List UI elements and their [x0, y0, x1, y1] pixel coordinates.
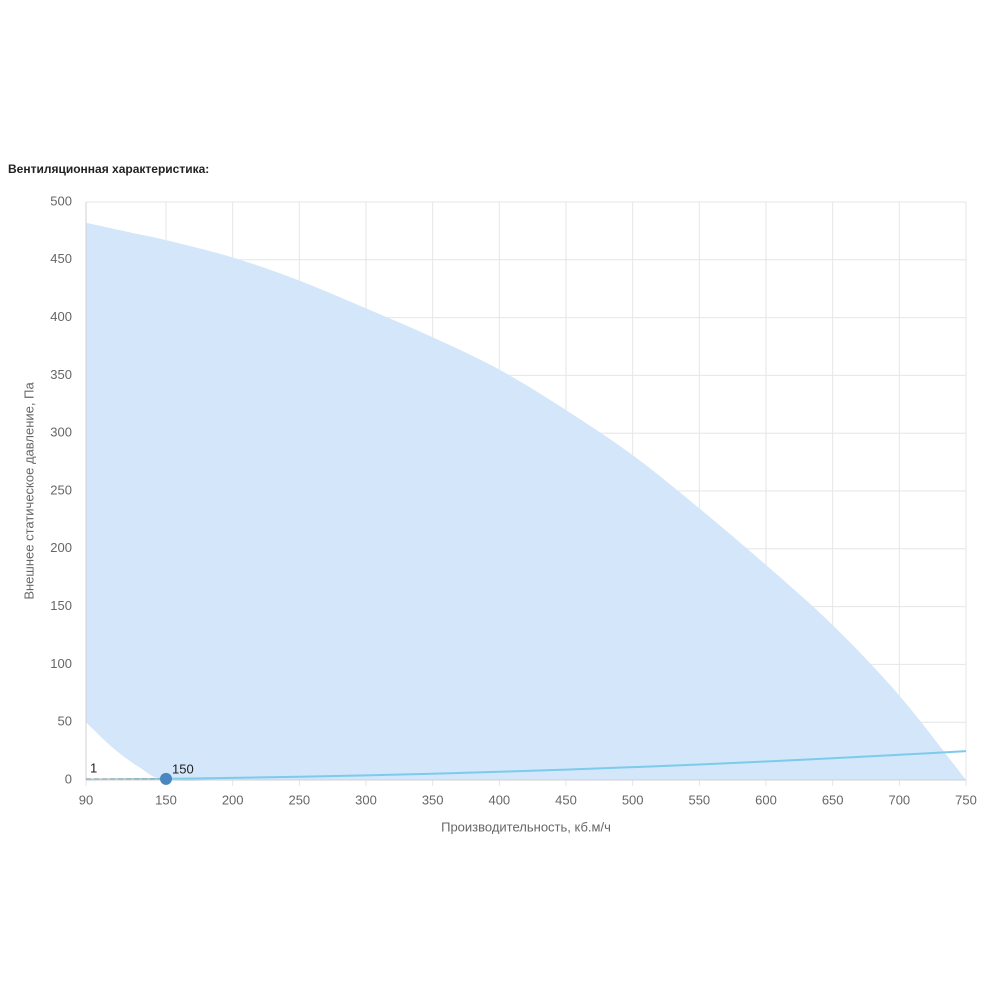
- y-tick-label: 450: [50, 251, 72, 266]
- y-tick-label: 250: [50, 482, 72, 497]
- point-y-label: 1: [90, 760, 97, 775]
- x-tick-label: 600: [755, 792, 777, 807]
- x-tick-label: 200: [222, 792, 244, 807]
- x-tick-label: 450: [555, 792, 577, 807]
- x-tick-label: 550: [688, 792, 710, 807]
- y-tick-label: 500: [50, 193, 72, 208]
- y-tick-label: 350: [50, 367, 72, 382]
- x-tick-label: 500: [622, 792, 644, 807]
- x-tick-label: 90: [79, 792, 93, 807]
- x-tick-label: 250: [288, 792, 310, 807]
- y-tick-label: 300: [50, 425, 72, 440]
- chart-title: Вентиляционная характеристика:: [8, 162, 209, 176]
- x-tick-label: 150: [155, 792, 177, 807]
- x-tick-label: 700: [888, 792, 910, 807]
- y-axis-label: Внешнее статическое давление, Па: [21, 382, 36, 600]
- y-tick-label: 150: [50, 598, 72, 613]
- y-tick-label: 0: [65, 771, 72, 786]
- line: [85, 750, 967, 781]
- point-x-label: 150: [172, 761, 194, 776]
- x-tick-label: 750: [955, 792, 977, 807]
- x-tick-label: 650: [822, 792, 844, 807]
- y-tick-label: 200: [50, 540, 72, 555]
- area: [86, 222, 966, 781]
- y-tick-label: 400: [50, 309, 72, 324]
- x-axis-label: Производительность, кб.м/ч: [441, 819, 611, 834]
- y-tick-label: 50: [58, 714, 72, 729]
- y-tick-label: 100: [50, 656, 72, 671]
- x-tick-label: 350: [422, 792, 444, 807]
- x-tick-label: 400: [488, 792, 510, 807]
- working-point: [160, 772, 172, 785]
- x-tick-label: 300: [355, 792, 377, 807]
